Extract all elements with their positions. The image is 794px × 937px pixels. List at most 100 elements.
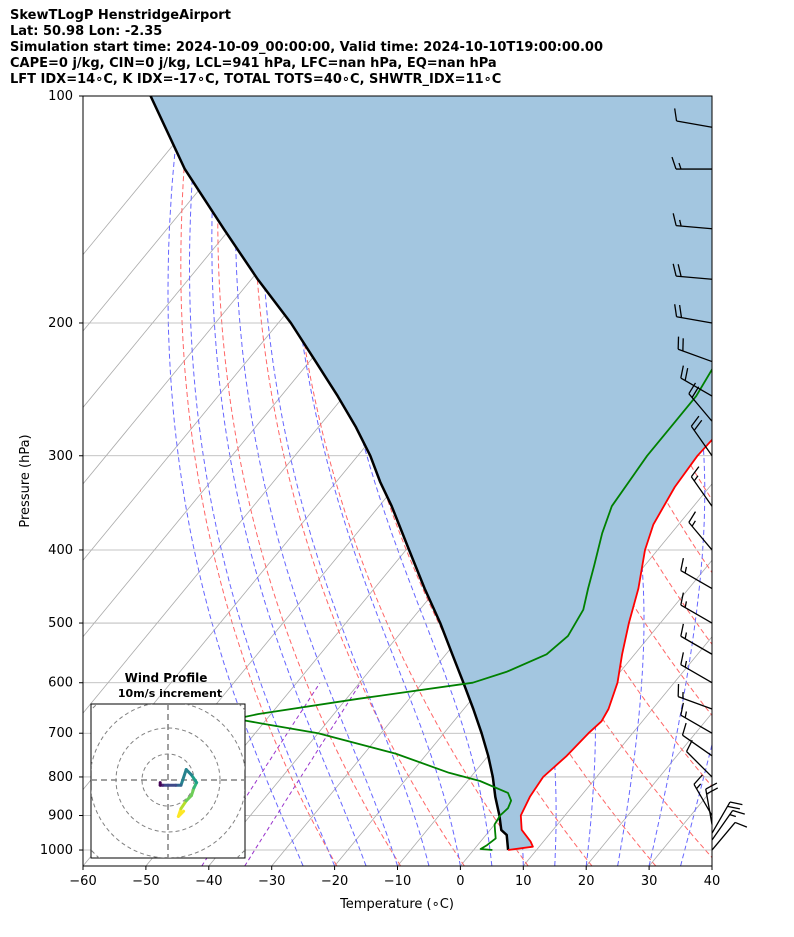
wind-barb-half-flag	[693, 475, 699, 482]
wind-barb-staff	[705, 788, 713, 825]
isotherm-line	[522, 636, 712, 866]
wind-barb-flag	[688, 511, 697, 523]
wind-barb-staff	[686, 751, 713, 778]
wind-barb-half-flag	[684, 660, 688, 668]
wind-barb-flag	[727, 805, 741, 810]
wind-barb	[672, 213, 713, 230]
moist-adiabat-line	[260, 96, 430, 866]
cape-cin-fill	[150, 96, 712, 850]
moist-adiabat-line	[234, 96, 398, 866]
x-tick-label: −20	[321, 874, 348, 889]
title-station: SkewTLogP HenstridgeAirport	[10, 8, 231, 23]
wind-barb-staff	[690, 476, 713, 507]
wind-barbs	[671, 108, 748, 851]
x-tick-label: 30	[641, 874, 658, 889]
dry-adiabat-line	[287, 96, 529, 866]
wind-barb-flag	[671, 156, 677, 170]
hodograph-segment	[179, 799, 188, 811]
moist-adiabat-line	[288, 96, 461, 866]
wind-barb-flag	[693, 419, 703, 431]
wind-barb-flag	[674, 108, 678, 122]
y-tick-label: 1000	[40, 843, 73, 858]
wind-barb-half-flag	[684, 566, 688, 574]
wind-barb-staff	[711, 810, 734, 841]
dewpoint-profile-line	[234, 367, 712, 851]
x-tick-label: 40	[704, 874, 721, 889]
wind-barb-staff	[680, 664, 713, 684]
wind-barb-flag	[677, 264, 682, 277]
moist-adiabat-line	[211, 96, 367, 866]
y-tick-label: 400	[48, 543, 73, 558]
wind-barb-flag	[680, 702, 684, 716]
y-axis-label: Pressure (hPa)	[18, 434, 33, 527]
wind-barb-staff	[680, 714, 713, 734]
wind-barb-flag	[693, 774, 703, 785]
hodograph-inset: Wind Profile 10m/s increment	[90, 671, 246, 859]
wind-barb-staff	[690, 425, 713, 457]
title-stability-indices: LFT IDX=14∘C, K IDX=-17∘C, TOTAL TOTS=40…	[10, 72, 502, 87]
title-times: Simulation start time: 2024-10-09_00:00:…	[10, 40, 603, 55]
wind-barb-staff	[680, 377, 713, 397]
wind-barb-flag	[684, 368, 689, 381]
isotherm-line	[711, 865, 712, 866]
wind-barb-staff	[676, 316, 713, 324]
wind-barb-staff	[677, 348, 713, 363]
y-tick-label: 600	[48, 676, 73, 691]
wind-barb	[690, 466, 713, 507]
hodograph-subtitle: 10m/s increment	[118, 687, 222, 700]
wind-barb-half-flag	[678, 162, 682, 170]
profile-series	[149, 96, 712, 851]
wind-barb	[680, 702, 713, 734]
wind-barb	[711, 809, 745, 841]
wind-barb-flag	[734, 821, 748, 828]
wind-barb-half-flag	[729, 814, 737, 818]
wind-barb-flag	[690, 466, 700, 478]
wind-barb	[680, 652, 713, 684]
wind-barb-half-flag	[696, 783, 702, 790]
cape-area	[150, 96, 712, 850]
chart-title-block: SkewTLogP HenstridgeAirport Lat: 50.98 L…	[10, 8, 603, 88]
temperature-profile-line	[507, 438, 712, 851]
wind-barb-flag	[672, 263, 677, 277]
x-tick-label: −50	[132, 874, 159, 889]
wind-barb	[711, 821, 748, 851]
y-axis-ticks: 100 200 300 400 500 600 700 800 900 1000	[40, 89, 83, 858]
y-tick-label: 500	[48, 616, 73, 631]
y-tick-label: 800	[48, 770, 73, 785]
wind-barb	[674, 108, 713, 128]
x-tick-label: −30	[258, 874, 285, 889]
wind-barb	[671, 156, 712, 170]
wind-barb-flag	[674, 304, 678, 317]
wind-barb-flag	[680, 652, 684, 665]
x-tick-label: −10	[384, 874, 411, 889]
wind-barb-staff	[711, 822, 736, 851]
wind-barb-flag	[688, 382, 697, 395]
y-tick-label: 900	[48, 809, 73, 824]
wind-barb-flag	[678, 304, 683, 318]
wind-barb-flag	[729, 801, 743, 806]
wind-barb	[680, 558, 713, 590]
x-tick-label: −60	[69, 874, 96, 889]
wind-barb	[693, 774, 713, 816]
y-tick-label: 100	[48, 89, 73, 104]
x-axis-ticks: −60 −50 −40 −30 −20 −10 0 10 20 30 40	[69, 866, 720, 889]
wind-barb-flag	[705, 782, 718, 790]
moist-adiabat-line	[167, 96, 304, 866]
y-tick-label: 300	[48, 449, 73, 464]
wind-barb	[674, 304, 713, 324]
wind-barb	[688, 511, 713, 551]
wind-barb-staff	[711, 801, 731, 834]
wind-barb	[672, 263, 713, 280]
x-tick-label: 10	[515, 874, 532, 889]
wind-barb-flag	[680, 592, 684, 606]
wind-barb-staff	[676, 224, 713, 230]
hodograph-segment	[189, 773, 199, 785]
hodograph-title: Wind Profile	[125, 671, 208, 685]
x-tick-label: 20	[578, 874, 595, 889]
wind-barb-flag	[680, 558, 684, 571]
wind-barb-flag	[680, 623, 684, 637]
wind-barb-flag	[672, 213, 677, 226]
wind-barb-staff	[676, 120, 713, 128]
wind-barb	[681, 722, 713, 757]
